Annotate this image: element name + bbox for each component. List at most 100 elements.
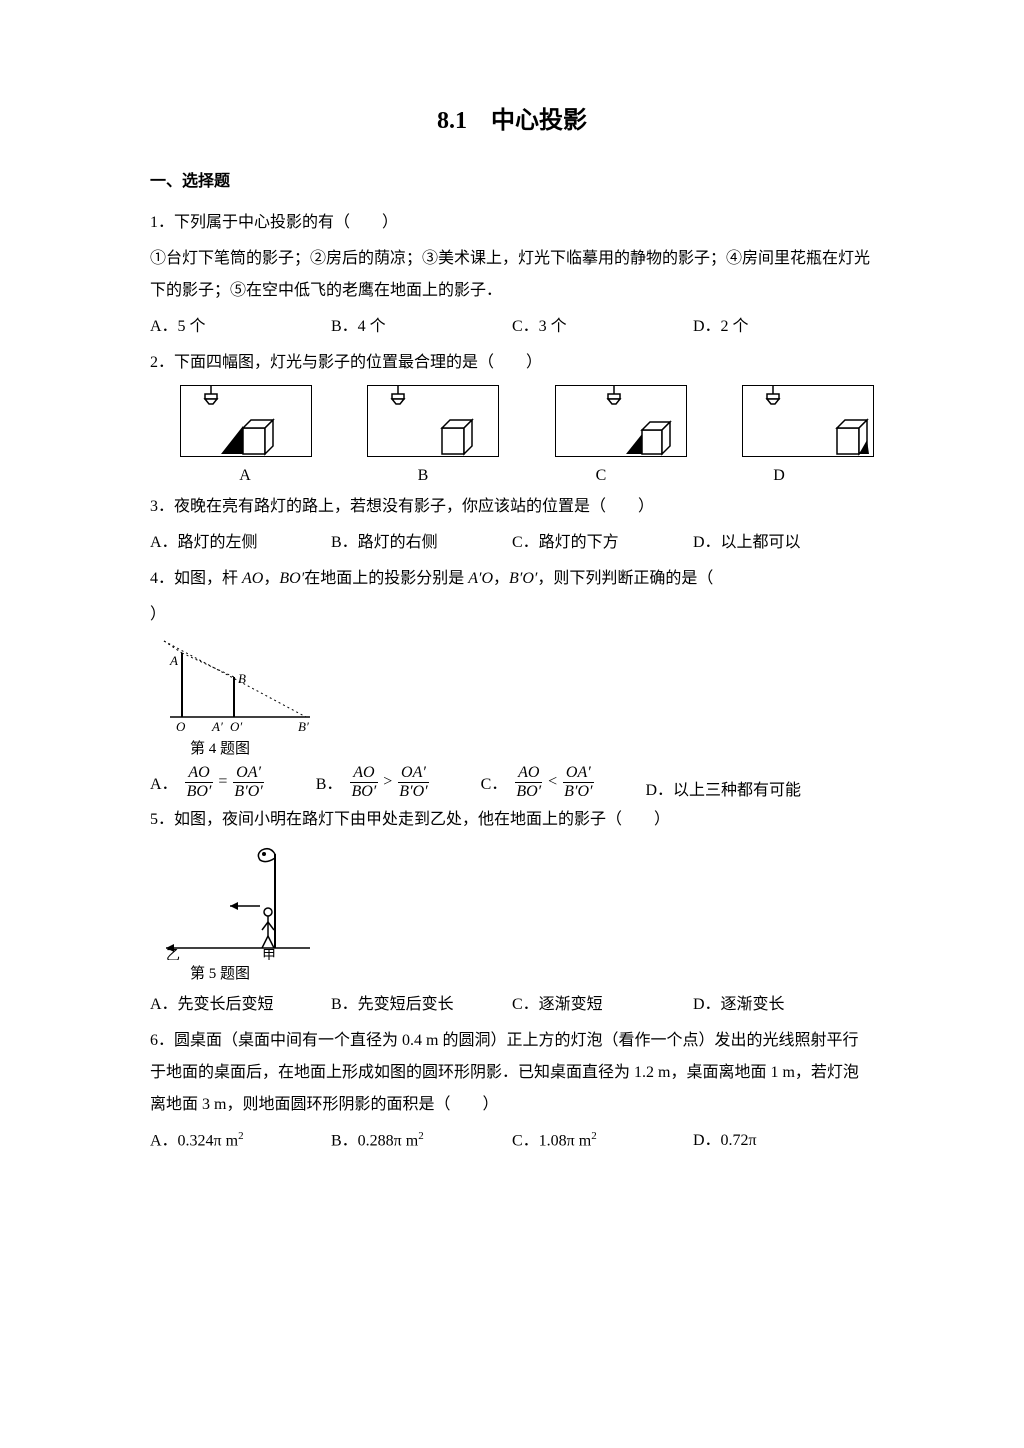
q2-labelB: B [358,467,488,485]
opA: = [218,773,227,791]
q4-caption: 第 4 题图 [190,737,874,758]
q2-diagA [180,385,312,457]
shadow-icon [626,434,642,454]
q4-BO2: BO′ [279,570,304,587]
q2-diagB [367,385,499,457]
lbl-yi: 乙 [166,948,180,960]
fracA-num: AO [185,764,212,783]
q4-optB-lbl: B． [316,770,343,794]
q6-optA-sup: 2 [238,1130,244,1142]
shadow-icon [221,426,243,454]
q1-optD: D．2 个 [693,311,874,343]
q3-stem: 3．夜晚在亮有路灯的路上，若想没有影子，你应该站的位置是（ ） [150,491,874,523]
page: 8.1 中心投影 一、选择题 1．下列属于中心投影的有（ ） ①台灯下笔筒的影子… [0,0,1024,1448]
q2-labels: A B C D [180,467,844,485]
q4-figure: A B O A′ O′ B′ [160,635,320,735]
q4-stem: 4．如图，杆 AO，BO′在地面上的投影分别是 A′O，B′O′，则下列判断正确… [150,563,874,595]
fracB-den: BO′ [348,783,379,801]
q2-diagrams [180,385,874,457]
fracB-num2: OA′ [398,764,429,783]
q5-options: A．先变长后变短 B．先变短后变长 C．逐渐变短 D．逐渐变长 [150,989,874,1021]
q4-optA-lbl: A． [150,770,178,794]
q5-caption: 第 5 题图 [190,962,874,983]
q6-optB: B．0.288π m2 [331,1125,512,1157]
q2-diagC-svg [556,386,686,456]
fracC-den: BO′ [513,783,544,801]
q4-optB: B． AOBO′ > OA′B′O′ [316,764,431,800]
q4-optD: D．以上三种都有可能 [646,776,802,800]
lbl-A1: A′ [211,719,223,734]
fracA-num2: OA′ [233,764,264,783]
fracC-num: AO [515,764,542,783]
q4-pref: 4．如图，杆 [150,570,242,587]
q3-optD: D．以上都可以 [693,527,874,559]
q2-diagC [555,385,687,457]
q1-optA: A．5 个 [150,311,331,343]
q4-close: ） [150,599,874,631]
q6-optA: A．0.324π m2 [150,1125,331,1157]
q1-optB: B．4 个 [331,311,512,343]
lbl-B: B [238,671,246,686]
q4-optA: A． AOBO′ = OA′B′O′ [150,764,266,800]
q4-suf: ，则下列判断正确的是（ [537,570,713,587]
q4-AO: AO [242,570,263,587]
q6-optA-t: A．0.324π m [150,1133,238,1150]
q4-optC-lbl: C． [481,770,508,794]
fracA-den2: B′O′ [231,783,265,801]
q6-optC-sup: 2 [591,1130,597,1142]
opC: < [548,773,557,791]
q4-A1O: A′O [468,570,493,587]
lbl-A: A [169,653,178,668]
q3-optA: A．路灯的左侧 [150,527,331,559]
q1-items: ①台灯下笔筒的影子；②房后的荫凉；③美术课上，灯光下临摹用的静物的影子；④房间里… [150,243,874,307]
q3-options: A．路灯的左侧 B．路灯的右侧 C．路灯的下方 D．以上都可以 [150,527,874,559]
q5-optB: B．先变短后变长 [331,989,512,1021]
page-title: 8.1 中心投影 [150,100,874,135]
lbl-O: O [176,719,186,734]
q2-labelC: C [536,467,666,485]
q4-s1: ， [263,570,279,587]
opB: > [383,773,392,791]
q5-optD: D．逐渐变长 [693,989,874,1021]
q4-s2: ， [493,570,509,587]
q1-options: A．5 个 B．4 个 C．3 个 D．2 个 [150,311,874,343]
q6-optC: C．1.08π m2 [512,1125,693,1157]
q6-optC-t: C．1.08π m [512,1133,591,1150]
lbl-jia: 甲 [262,949,276,960]
q6-stem: 6．圆桌面（桌面中间有一个直径为 0.4 m 的圆洞）正上方的灯泡（看作一个点）… [150,1025,874,1121]
q6-options: A．0.324π m2 B．0.288π m2 C．1.08π m2 D．0.7… [150,1125,874,1157]
q2-diagA-frame [180,385,312,457]
q2-labelD: D [714,467,844,485]
q4-mid: 在地面上的投影分别是 [304,570,468,587]
fracB-num: AO [350,764,377,783]
q5-stem: 5．如图，夜间小明在路灯下由甲处走到乙处，他在地面上的影子（ ） [150,804,874,836]
q2-stem: 2．下面四幅图，灯光与影子的位置最合理的是（ ） [150,347,874,379]
q5-optA: A．先变长后变短 [150,989,331,1021]
q2-diagD-frame [742,385,874,457]
q2-diagC-frame [555,385,687,457]
q2-diagA-svg [181,386,311,456]
q2-diagB-svg [368,386,498,456]
q4-optD-text: D．以上三种都有可能 [646,776,802,800]
q2-diagD [742,385,874,457]
q6-optD: D．0.72π [693,1125,874,1157]
q6-optD-t: D．0.72π [693,1132,757,1149]
lbl-O1: O′ [230,719,242,734]
q3-optB: B．路灯的右侧 [331,527,512,559]
q4-B1O1: B′O′ [509,570,537,587]
q2-diagB-frame [367,385,499,457]
q1-stem: 1．下列属于中心投影的有（ ） [150,207,874,239]
q4-optC: C． AOBO′ < OA′B′O′ [481,764,596,800]
q4-options: A． AOBO′ = OA′B′O′ B． AOBO′ > OA′B′O′ C．… [150,764,874,800]
q5-optC: C．逐渐变短 [512,989,693,1021]
q2-labelA: A [180,467,310,485]
q3-optC: C．路灯的下方 [512,527,693,559]
q5-figure: 甲 乙 [160,840,320,960]
lbl-B1: B′ [298,719,309,734]
q6-optB-t: B．0.288π m [331,1133,418,1150]
fracC-den2: B′O′ [561,783,595,801]
fracC-num2: OA′ [563,764,594,783]
fracA-den: BO′ [184,783,215,801]
q2-diagD-svg [743,386,873,456]
q6-optB-sup: 2 [418,1130,424,1142]
